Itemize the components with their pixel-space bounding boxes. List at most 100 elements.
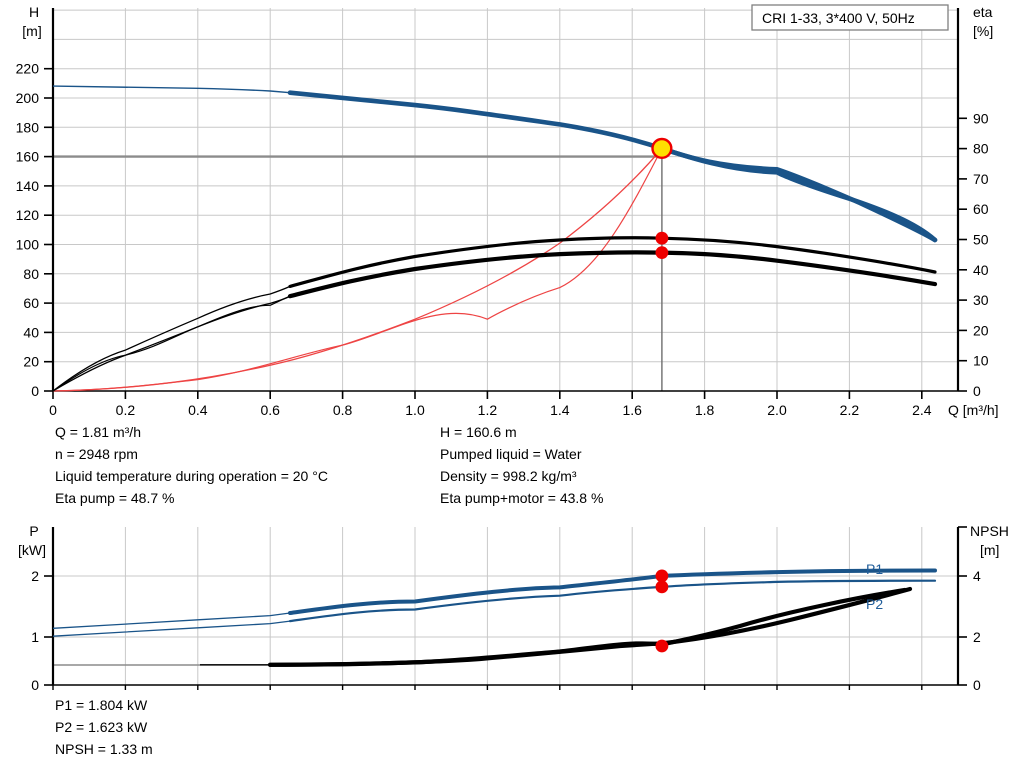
svg-text:Liquid temperature during oper: Liquid temperature during operation = 20…	[55, 468, 328, 484]
lower-left-axis-unit: [kW]	[18, 542, 46, 558]
svg-text:90: 90	[973, 110, 989, 126]
system-curve-smooth	[52, 147, 663, 392]
svg-text:70: 70	[973, 171, 989, 187]
svg-text:0.6: 0.6	[260, 402, 280, 418]
upper-right-axis-unit: [%]	[973, 23, 993, 39]
svg-text:2: 2	[31, 568, 39, 584]
svg-text:P1 = 1.804 kW: P1 = 1.804 kW	[55, 697, 148, 713]
svg-text:120: 120	[16, 207, 40, 223]
svg-text:Eta pump+motor = 43.8 %: Eta pump+motor = 43.8 %	[440, 490, 603, 506]
svg-text:0: 0	[973, 383, 981, 399]
lower-right-axis-name: NPSH	[970, 523, 1009, 539]
svg-text:0.8: 0.8	[333, 402, 353, 418]
svg-text:1.6: 1.6	[622, 402, 642, 418]
svg-text:220: 220	[16, 61, 40, 77]
svg-text:80: 80	[23, 266, 39, 282]
lower-horizontal-gridlines	[53, 575, 958, 638]
svg-text:n = 2948 rpm: n = 2948 rpm	[55, 446, 138, 462]
upper-right-axis-name: eta	[973, 4, 993, 20]
p2-curve-start	[52, 620, 291, 637]
head-curve	[287, 90, 938, 243]
svg-text:20: 20	[973, 322, 989, 338]
svg-text:2.4: 2.4	[912, 402, 932, 418]
svg-text:140: 140	[16, 178, 40, 194]
eta-pump-motor-curve-start	[52, 295, 291, 392]
chart-title-box: CRI 1-33, 3*400 V, 50Hz	[751, 4, 949, 31]
eta-pump-motor-curve	[287, 250, 938, 299]
svg-text:60: 60	[973, 201, 989, 217]
npsh-duty-dot	[655, 639, 669, 653]
svg-text:180: 180	[16, 119, 40, 135]
svg-text:40: 40	[23, 324, 39, 340]
svg-text:0.2: 0.2	[116, 402, 136, 418]
svg-text:P2 = 1.623 kW: P2 = 1.623 kW	[55, 719, 148, 735]
eta-pump-motor-duty-dot	[655, 246, 669, 259]
svg-text:0: 0	[31, 383, 39, 399]
svg-text:Q = 1.81 m³/h: Q = 1.81 m³/h	[55, 424, 141, 440]
lower-left-tick-labels: 0 1 2	[31, 568, 39, 693]
svg-text:2: 2	[973, 629, 981, 645]
p1-series-label: P1	[866, 561, 883, 577]
svg-text:30: 30	[973, 292, 989, 308]
svg-text:0: 0	[49, 402, 57, 418]
duty-point-marker[interactable]	[651, 137, 673, 159]
upper-left-axis-unit: [m]	[22, 23, 41, 39]
upper-left-axis-name: H	[29, 4, 39, 20]
svg-text:50: 50	[973, 232, 989, 248]
eta-pump-motor-curve-thin	[52, 295, 291, 392]
head-curve-start	[52, 85, 291, 94]
svg-text:NPSH = 1.33 m: NPSH = 1.33 m	[55, 741, 153, 757]
upper-right-ticks	[958, 117, 967, 392]
svg-text:1.2: 1.2	[478, 402, 498, 418]
svg-text:H = 160.6 m: H = 160.6 m	[440, 424, 517, 440]
svg-text:2.0: 2.0	[767, 402, 787, 418]
svg-text:80: 80	[973, 141, 989, 157]
upper-x-tick-labels: 0 0.2 0.4 0.6 0.8 1.0 1.2 1.4 1.6 1.8 2.…	[49, 402, 932, 418]
eta-pump-duty-dot	[655, 231, 669, 245]
p1-curve	[288, 568, 937, 615]
svg-text:1.0: 1.0	[405, 402, 425, 418]
lower-x-ticks	[52, 685, 923, 690]
svg-text:0: 0	[31, 677, 39, 693]
svg-text:4: 4	[973, 568, 981, 584]
lower-left-axis-name: P	[29, 523, 38, 539]
operating-point-info: Q = 1.81 m³/h n = 2948 rpm Liquid temper…	[55, 424, 603, 506]
lower-left-ticks	[44, 575, 53, 686]
lower-chart: 0 1 2 P [kW] 0 2 4 NPSH [m]	[18, 523, 1009, 693]
upper-right-tick-labels: 0 10 20 30 40 50 60 70 80 90	[973, 110, 989, 399]
upper-left-ticks	[44, 67, 53, 392]
npsh-curve-refined	[267, 586, 913, 667]
p2-duty-dot	[655, 580, 669, 594]
lower-vertical-gridlines	[124, 527, 923, 685]
svg-text:Eta pump = 48.7 %: Eta pump = 48.7 %	[55, 490, 174, 506]
info-left-column: Q = 1.81 m³/h n = 2948 rpm Liquid temper…	[55, 424, 328, 506]
p1-curve-start	[52, 612, 291, 629]
upper-left-tick-labels: 0 20 40 60 80 100 120 140 160 180 200 22…	[16, 61, 40, 399]
lower-right-axis-unit: [m]	[980, 542, 999, 558]
svg-text:1.8: 1.8	[695, 402, 715, 418]
lower-right-ticks	[958, 526, 967, 686]
svg-text:2.2: 2.2	[840, 402, 860, 418]
svg-text:1.4: 1.4	[550, 402, 570, 418]
info-right-column: H = 160.6 m Pumped liquid = Water Densit…	[440, 424, 603, 506]
upper-x-axis-label: Q [m³/h]	[948, 402, 999, 418]
svg-text:1: 1	[31, 629, 39, 645]
eta-pump-curve	[288, 236, 937, 288]
npsh-curve	[267, 587, 908, 667]
p1-duty-dot	[655, 569, 669, 583]
svg-text:60: 60	[23, 295, 39, 311]
svg-text:40: 40	[973, 262, 989, 278]
p2-curve	[288, 579, 937, 623]
svg-text:Density = 998.2 kg/m³: Density = 998.2 kg/m³	[440, 468, 577, 484]
head-curve-tail	[659, 146, 938, 243]
svg-text:200: 200	[16, 90, 40, 106]
lower-chart-info: P1 = 1.804 kW P2 = 1.623 kW NPSH = 1.33 …	[55, 697, 153, 757]
upper-x-ticks	[52, 391, 923, 399]
lower-right-tick-labels: 0 2 4	[973, 568, 981, 693]
p2-series-label: P2	[866, 596, 883, 612]
upper-vertical-gridlines	[124, 8, 923, 391]
svg-text:10: 10	[973, 353, 989, 369]
svg-text:Pumped liquid = Water: Pumped liquid = Water	[440, 446, 582, 462]
svg-text:160: 160	[16, 149, 40, 165]
